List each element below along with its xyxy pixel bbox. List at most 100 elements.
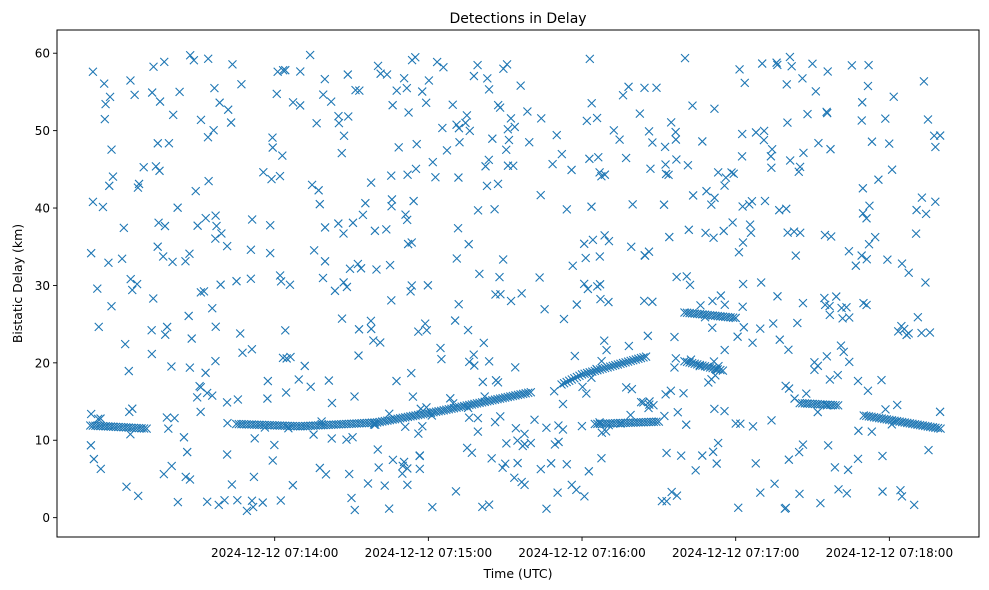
detection-marker: [564, 376, 574, 386]
detection-marker: [147, 88, 157, 97]
detection-marker: [475, 398, 484, 408]
detection-marker: [661, 390, 671, 399]
detection-marker: [158, 252, 168, 261]
detection-marker: [772, 60, 782, 70]
detection-marker: [813, 407, 823, 417]
detection-marker: [258, 167, 268, 177]
detection-marker: [490, 417, 500, 427]
detection-marker: [621, 383, 631, 392]
detection-marker: [464, 357, 474, 367]
detection-marker: [781, 381, 791, 391]
detection-marker: [397, 469, 407, 479]
detection-marker: [713, 438, 723, 448]
detection-marker: [258, 498, 268, 507]
detection-marker: [714, 361, 723, 371]
detection-marker: [413, 429, 423, 439]
detection-marker: [448, 100, 458, 110]
detection-marker: [647, 297, 657, 307]
detection-marker: [202, 497, 212, 507]
detection-marker: [398, 461, 408, 471]
y-tick-label: 40: [35, 202, 50, 216]
detection-marker: [175, 87, 184, 97]
detection-marker: [592, 113, 602, 123]
detection-marker: [542, 423, 551, 433]
detection-marker: [697, 137, 707, 146]
detection-marker: [659, 411, 669, 421]
detection-marker: [392, 376, 401, 386]
x-axis-label: Time (UTC): [482, 566, 552, 581]
detection-marker: [333, 219, 343, 228]
detection-marker: [823, 67, 833, 76]
detection-marker: [159, 57, 169, 67]
detection-marker: [540, 304, 549, 314]
detection-marker: [626, 242, 636, 252]
detection-marker: [751, 458, 761, 468]
detection-marker: [314, 185, 324, 195]
detection-marker: [232, 495, 242, 505]
detection-marker: [427, 411, 437, 420]
detection-marker: [326, 97, 336, 106]
detection-marker: [439, 62, 448, 72]
detection-marker: [921, 278, 930, 287]
detection-marker: [210, 83, 219, 93]
detection-marker: [511, 391, 520, 400]
detection-marker: [558, 399, 568, 409]
detection-marker: [822, 108, 832, 118]
data-markers: [85, 50, 945, 516]
detection-marker: [667, 487, 677, 497]
detection-marker: [683, 160, 693, 170]
detection-marker: [584, 466, 594, 476]
detection-marker: [755, 324, 765, 334]
detection-marker: [160, 330, 170, 340]
detection-marker: [798, 440, 808, 450]
detection-marker: [587, 202, 596, 212]
detection-marker: [215, 98, 225, 108]
detection-marker: [495, 394, 505, 404]
detection-marker: [923, 115, 933, 124]
detection-marker: [720, 181, 729, 191]
detection-marker: [469, 350, 479, 359]
detection-marker: [465, 126, 475, 136]
detection-marker: [366, 316, 376, 326]
detection-marker: [755, 488, 765, 497]
detection-marker: [201, 213, 211, 223]
detection-marker: [925, 328, 935, 337]
detection-marker: [464, 400, 474, 410]
detection-marker: [273, 67, 283, 77]
detection-marker: [130, 90, 140, 100]
detection-marker: [893, 327, 903, 336]
detection-marker: [662, 496, 671, 506]
detection-marker: [548, 159, 557, 169]
detection-marker: [99, 79, 109, 89]
detection-marker: [568, 261, 578, 271]
detection-marker: [887, 420, 897, 429]
detection-marker: [608, 361, 618, 371]
detection-marker: [676, 451, 686, 460]
detection-marker: [640, 251, 650, 261]
detection-marker: [462, 110, 472, 120]
detection-marker: [402, 480, 412, 490]
detection-marker: [627, 384, 637, 394]
detection-marker: [403, 170, 412, 180]
detection-marker: [481, 161, 490, 171]
detection-marker: [691, 466, 701, 475]
detection-marker: [523, 388, 533, 398]
detection-marker: [709, 404, 719, 414]
detection-marker: [424, 76, 434, 85]
detection-marker: [791, 251, 801, 260]
detection-marker: [439, 405, 449, 415]
detection-marker: [96, 414, 105, 423]
detection-marker: [738, 279, 748, 289]
detection-marker: [93, 414, 103, 424]
detection-marker: [530, 415, 539, 425]
detection-marker: [142, 424, 152, 434]
detection-marker: [453, 223, 463, 233]
detection-marker: [703, 362, 712, 372]
y-tick-label: 10: [35, 434, 50, 448]
detection-marker: [703, 378, 713, 387]
detection-marker: [436, 406, 446, 416]
detection-marker: [375, 338, 385, 347]
detection-marker: [104, 258, 113, 268]
detection-marker: [265, 220, 275, 230]
detection-marker: [552, 130, 562, 140]
